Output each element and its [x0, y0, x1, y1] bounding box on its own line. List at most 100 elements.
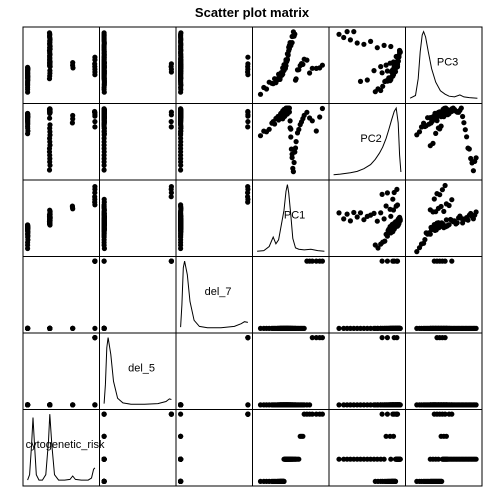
point-PC1-vs-PC2: [397, 218, 403, 224]
point-PC2-vs-PC3: [433, 130, 439, 136]
point-PC1-vs-PC2: [341, 216, 347, 222]
point-PC3-vs-PC1: [300, 61, 306, 67]
point-cytogenetic_risk-vs-PC2: [388, 456, 394, 462]
point-PC2-vs-PC1: [292, 145, 299, 151]
point-del_5-vs-PC1: [307, 402, 313, 408]
point-del_5-vs-PC3: [473, 402, 479, 408]
point-PC1-vs-PC3: [473, 209, 479, 215]
point-PC1-vs-cytogenetic_risk: [69, 203, 75, 209]
point-cytogenetic_risk-vs-PC3: [439, 478, 445, 484]
point-PC3-vs-PC1: [296, 67, 302, 73]
point-del_7-vs-PC3: [473, 325, 479, 331]
point-PC2-vs-PC3: [470, 168, 476, 174]
point-cytogenetic_risk-vs-del_5: [101, 456, 107, 462]
point-PC2-vs-del_7: [178, 145, 184, 152]
point-PC2-vs-PC3: [464, 134, 470, 140]
point-cytogenetic_risk-vs-PC2: [392, 478, 399, 484]
point-cytogenetic_risk-vs-del_5: [101, 478, 107, 484]
point-del_5-vs-PC2: [390, 402, 396, 408]
point-del_5-vs-PC3: [442, 335, 448, 341]
point-PC3-vs-PC1: [257, 91, 264, 97]
point-PC2-vs-del_7: [178, 152, 184, 158]
point-PC3-vs-PC1: [309, 65, 315, 71]
point-PC2-vs-cytogenetic_risk: [46, 145, 53, 152]
point-PC2-vs-PC1: [304, 109, 310, 115]
point-PC2-vs-PC3: [416, 129, 423, 135]
point-PC1-vs-PC3: [443, 217, 449, 223]
point-del_5-vs-PC2: [357, 402, 364, 408]
point-PC3-vs-PC1: [284, 56, 290, 62]
point-PC1-vs-PC3: [438, 203, 444, 210]
point-PC2-vs-PC3: [466, 146, 472, 152]
point-PC1-vs-PC2: [379, 191, 385, 197]
point-del_5-vs-cytogenetic_risk: [92, 335, 98, 341]
point-PC2-vs-del_5: [101, 139, 107, 145]
point-del_5-vs-PC2: [384, 335, 390, 341]
point-PC1-vs-PC2: [384, 233, 390, 239]
point-PC1-vs-PC2: [374, 218, 380, 224]
point-PC2-vs-cytogenetic_risk: [47, 139, 53, 145]
point-del_7-vs-PC2: [344, 325, 350, 331]
point-del_7-vs-del_5: [168, 258, 174, 264]
point-PC2-vs-del_5: [101, 108, 107, 115]
point-PC1-vs-PC2: [375, 245, 381, 251]
point-del_7-vs-del_5: [101, 325, 107, 331]
point-PC1-vs-PC2: [347, 218, 353, 224]
point-del_5-vs-PC3: [431, 402, 437, 408]
point-PC2-vs-cytogenetic_risk: [47, 115, 53, 121]
point-PC3-vs-PC1: [289, 40, 295, 46]
point-del_5-vs-PC3: [449, 402, 455, 408]
point-cytogenetic_risk-vs-PC2: [364, 456, 370, 462]
point-PC3-vs-cytogenetic_risk: [70, 60, 76, 66]
point-PC1-vs-PC3: [446, 222, 452, 228]
diagonal-label-PC1: PC1: [284, 209, 305, 221]
point-PC1-vs-PC2: [394, 202, 401, 208]
point-PC3-vs-PC2: [384, 68, 390, 74]
point-del_5-vs-PC2: [383, 402, 389, 408]
point-cytogenetic_risk-vs-del_7: [178, 478, 184, 484]
point-PC2-vs-cytogenetic_risk: [47, 152, 53, 158]
point-PC2-vs-del_5: [101, 159, 107, 165]
point-PC2-vs-cytogenetic_risk: [47, 125, 53, 131]
point-cytogenetic_risk-vs-del_5: [101, 411, 107, 417]
point-cytogenetic_risk-vs-PC2: [351, 456, 357, 462]
point-PC1-vs-PC2: [390, 196, 396, 202]
point-PC1-vs-cytogenetic_risk: [47, 207, 53, 213]
point-PC2-vs-PC3: [458, 105, 464, 111]
point-PC2-vs-del_7: [245, 109, 251, 115]
point-PC2-vs-PC1: [286, 105, 292, 111]
point-PC1-vs-PC2: [383, 203, 389, 209]
point-PC2-vs-PC1: [296, 126, 302, 133]
point-del_7-vs-PC3: [446, 325, 452, 331]
point-PC2-vs-cytogenetic_risk: [69, 120, 75, 126]
point-del_5-vs-del_7: [245, 402, 251, 408]
point-PC3-vs-PC2: [364, 77, 370, 83]
point-PC3-vs-del_5: [101, 30, 107, 36]
point-PC3-vs-PC2: [374, 45, 380, 51]
point-PC3-vs-del_7: [178, 57, 184, 63]
point-PC3-vs-PC2: [397, 49, 403, 55]
point-PC1-vs-del_7: [178, 202, 184, 208]
point-del_5-vs-PC2: [364, 402, 370, 408]
point-PC1-vs-PC2: [336, 210, 342, 216]
point-PC3-vs-del_7: [245, 61, 251, 67]
diagonal-label-del_7: del_7: [205, 286, 232, 298]
point-PC3-vs-PC2: [357, 78, 364, 84]
point-cytogenetic_risk-vs-PC2: [390, 433, 397, 439]
point-PC2-vs-PC1: [286, 109, 292, 115]
point-PC3-vs-PC2: [388, 43, 394, 50]
point-PC2-vs-del_5: [101, 125, 107, 131]
point-PC1-vs-PC3: [431, 196, 437, 202]
density-curve-PC2: [333, 106, 402, 176]
point-cytogenetic_risk-vs-PC2: [336, 456, 342, 462]
point-cytogenetic_risk-vs-PC2: [394, 411, 400, 417]
point-PC2-vs-PC3: [449, 106, 455, 112]
point-PC3-vs-cytogenetic_risk: [46, 30, 53, 36]
point-PC2-vs-del_7: [178, 139, 184, 145]
point-PC1-vs-del_5: [101, 196, 107, 202]
point-PC1-vs-PC3: [441, 208, 447, 214]
point-cytogenetic_risk-vs-PC2: [357, 456, 364, 462]
point-PC3-vs-PC2: [378, 87, 384, 94]
point-PC3-vs-PC2: [390, 73, 396, 79]
point-cytogenetic_risk-vs-PC1: [296, 456, 302, 462]
